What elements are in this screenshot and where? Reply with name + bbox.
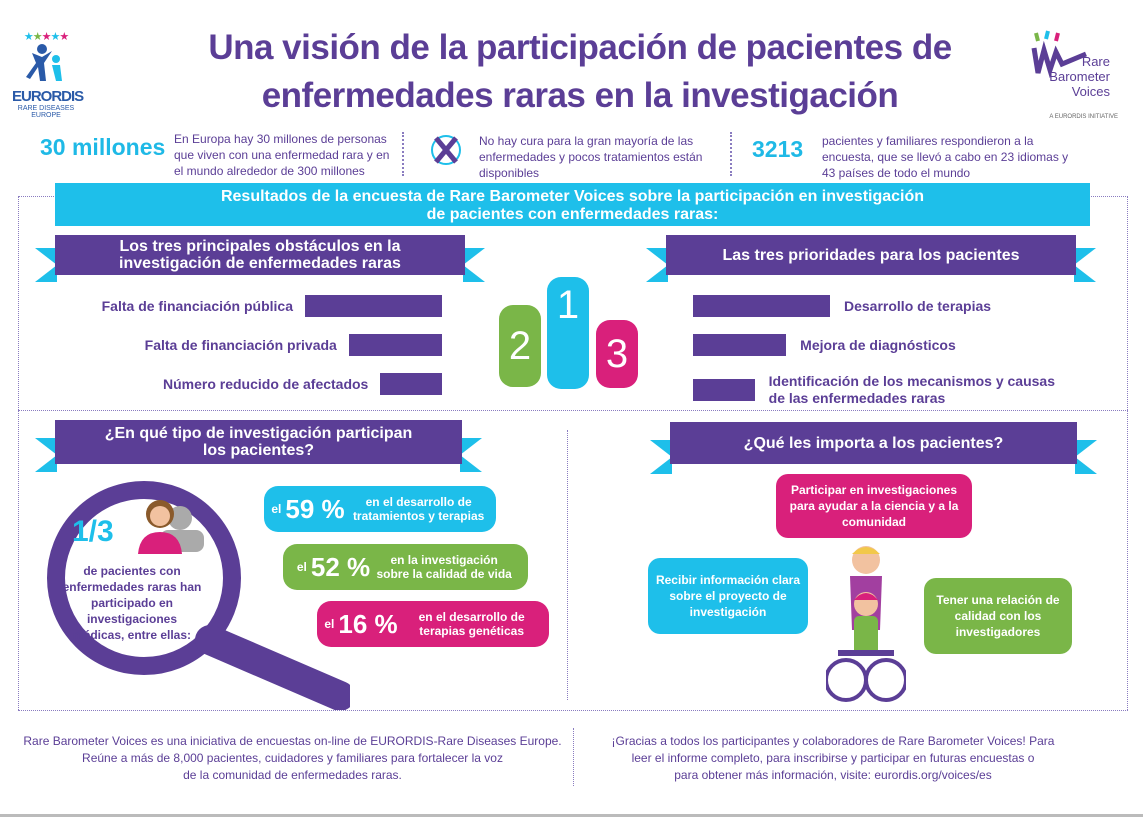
obstacle-bar	[348, 334, 442, 356]
ribbon-tail	[1074, 248, 1096, 282]
frame-left	[18, 196, 19, 710]
priority-label: Desarrollo de terapias	[844, 297, 992, 314]
obstacle-label: Falta de financiación privada	[144, 337, 337, 353]
bottom-rule	[0, 814, 1143, 817]
patient-wheelchair-illustration	[826, 546, 906, 702]
footer-left: Rare Barometer Voices es una iniciativa …	[23, 734, 562, 782]
priority-label: Identificación de los mecanismos y causa…	[768, 373, 1055, 406]
ribbon-tail	[35, 438, 57, 472]
obstacles-title: Los tres principales obstáculos en la in…	[55, 235, 465, 275]
obstacle-row: Número reducido de afectados	[40, 373, 442, 395]
priority-bar	[693, 334, 787, 356]
column-divider	[567, 430, 568, 700]
obstacle-label: Falta de financiación pública	[101, 298, 293, 314]
divider	[402, 132, 404, 176]
ribbon-tail	[35, 248, 57, 282]
stat-30-millones: 30 millones	[40, 134, 166, 160]
speech-bubble: Tener una relación de calidad con los in…	[924, 578, 1072, 654]
priority-label: Mejora de diagnósticos	[800, 336, 956, 353]
rbv-line: Barometer	[1049, 69, 1110, 84]
speech-bubble: Recibir información clara sobre el proye…	[648, 558, 808, 634]
results-header: Resultados de la encuesta de Rare Barome…	[55, 183, 1090, 226]
eurordis-subtitle: RARE DISEASES EUROPE	[17, 105, 75, 119]
frame-right	[1127, 196, 1128, 710]
ribbon-tail	[463, 248, 485, 282]
stars-icon: ★★★★★	[23, 31, 69, 43]
priority-row: Identificación de los mecanismos y causa…	[693, 373, 1113, 407]
priority-row: Mejora de diagnósticos	[693, 334, 1113, 356]
obstacle-bar	[305, 295, 442, 317]
fraction-value: 1/3	[72, 515, 114, 548]
stat-text: No hay cura para la gran mayoría de las …	[479, 134, 703, 180]
ribbon-tail	[650, 440, 672, 474]
frame-bottom	[18, 710, 1128, 711]
eurordis-logo: ★★★★★ EURORDIS RARE DISEASES EUROPE	[12, 30, 84, 120]
obstacle-row: Falta de financiación pública	[40, 295, 442, 317]
research-stat: el 59 % en el desarrollo de tratamientos y…	[264, 486, 496, 532]
rbv-subtitle: A EURORDIS INITIATIVE	[1049, 114, 1118, 120]
ribbon-tail	[460, 438, 482, 472]
matters-title: ¿Qué les importa a los pacientes?	[670, 422, 1077, 464]
divider	[573, 728, 574, 786]
fraction-text: de pacientes con enfermedades raras han …	[62, 564, 202, 642]
stat-3213: 3213	[752, 136, 804, 162]
people-icon	[26, 44, 62, 81]
priority-bar	[693, 295, 830, 317]
rbv-line: Rare	[1081, 54, 1110, 69]
stat-text: pacientes y familiares respondieron a la…	[822, 134, 1069, 180]
research-title: ¿En qué tipo de investigación participan…	[55, 420, 462, 464]
obstacle-label: Número reducido de afectados	[162, 376, 369, 392]
patient-avatar-icon	[138, 500, 204, 554]
rbv-logo: Rare Barometer Voices A EURORDIS INITIAT…	[1028, 28, 1118, 120]
no-cure-icon	[431, 135, 461, 165]
obstacle-bar	[380, 373, 442, 395]
rbv-line: Voices	[1071, 84, 1110, 99]
podium-3: 3	[596, 320, 638, 388]
eurordis-wordmark: EURORDIS	[12, 88, 84, 105]
divider	[730, 132, 732, 176]
rbv-wave-icon	[1031, 30, 1087, 78]
ribbon-tail	[646, 248, 668, 282]
research-stat: el 52 % en la investigación sobre la calid…	[283, 544, 528, 590]
podium-2: 2	[499, 305, 541, 387]
ribbon-tail	[1075, 440, 1097, 474]
priority-bar	[693, 379, 755, 401]
speech-bubble: Participar en investigaciones para ayuda…	[776, 474, 972, 538]
page-title: Una visión de la participación de pacien…	[208, 28, 952, 115]
section-divider	[18, 410, 1128, 411]
priorities-title: Las tres prioridades para los pacientes	[666, 235, 1076, 275]
obstacle-row: Falta de financiación privada	[40, 334, 442, 356]
footer-right: ¡Gracias a todos los participantes y col…	[611, 734, 1055, 782]
research-stat: el 16 % en el desarrollo de terapias genét…	[317, 601, 549, 647]
priority-row: Desarrollo de terapias	[693, 295, 1113, 317]
podium-1: 1	[547, 277, 589, 389]
stat-text: En Europa hay 30 millones de personas qu…	[174, 132, 390, 178]
